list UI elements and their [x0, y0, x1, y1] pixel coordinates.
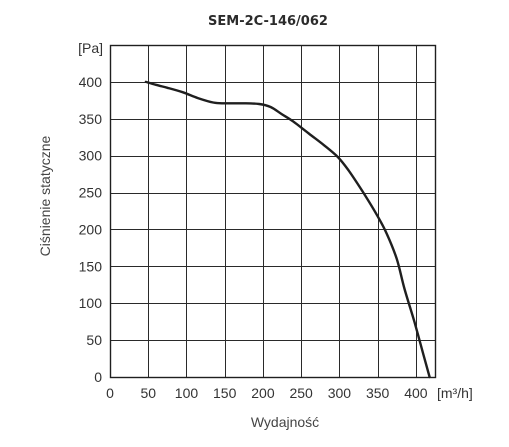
x-unit-label: [m³/h] — [437, 385, 473, 401]
x-tick-label: 400 — [404, 385, 428, 401]
y-axis-label: Ciśnienie statyczne — [37, 135, 53, 256]
x-tick-label: 250 — [289, 385, 313, 401]
y-tick-label: 50 — [86, 332, 102, 348]
x-tick-labels: 0 50 100 150 200 250 300 350 400 — [106, 385, 428, 401]
y-tick-label: 400 — [79, 74, 103, 90]
y-unit-label: [Pa] — [78, 40, 103, 56]
x-tick-label: 100 — [175, 385, 199, 401]
y-tick-label: 150 — [79, 258, 103, 274]
y-tick-label: 350 — [79, 111, 103, 127]
x-tick-label: 300 — [328, 385, 352, 401]
y-tick-label: 300 — [79, 148, 103, 164]
x-tick-label: 50 — [140, 385, 156, 401]
y-tick-label: 200 — [79, 221, 103, 237]
x-axis-label: Wydajność — [251, 414, 319, 430]
y-tick-label: 0 — [94, 369, 102, 385]
x-tick-label: 0 — [106, 385, 114, 401]
series-line — [144, 80, 431, 379]
x-tick-label: 150 — [213, 385, 237, 401]
y-tick-label: 250 — [79, 185, 103, 201]
chart-title: SEM-2C-146/062 — [208, 14, 328, 29]
grid — [110, 45, 435, 377]
plot-frame — [109, 44, 437, 379]
y-tick-label: 100 — [79, 295, 103, 311]
y-tick-labels: 0 50 100 150 200 250 300 350 400 — [79, 74, 103, 385]
x-tick-label: 200 — [251, 385, 275, 401]
x-tick-label: 350 — [366, 385, 390, 401]
